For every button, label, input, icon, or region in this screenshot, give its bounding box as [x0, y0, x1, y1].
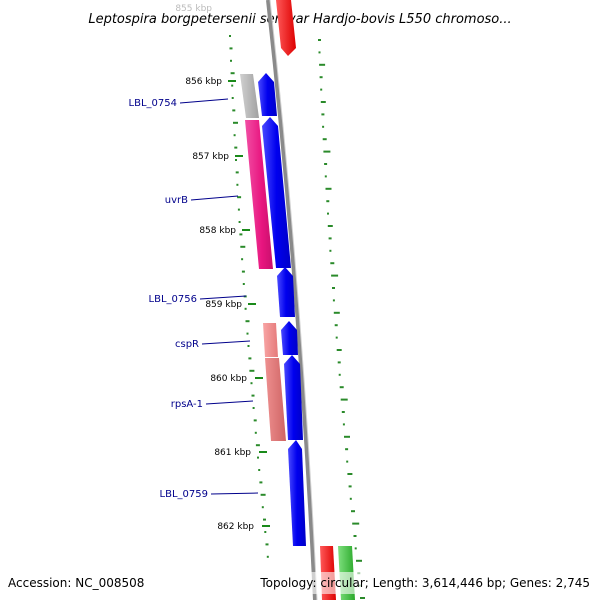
gene-bar-track	[240, 74, 286, 441]
kbp-tick: 858 kbp	[199, 226, 250, 236]
gene-label-rpsa-1[interactable]: rpsA-1	[171, 399, 254, 410]
gene-label-cspr[interactable]: cspR	[175, 339, 251, 350]
kbp-ruler: 855 kbp 856 kbp 857 kbp 858 kbp 859 kbp …	[175, 4, 270, 532]
svg-text:LBL_0754[interactable]: LBL_0754	[129, 98, 177, 109]
kbp-label-faded: 855 kbp	[175, 4, 212, 14]
kbp-tick: 861 kbp	[214, 448, 267, 458]
gc-ticks-outer	[318, 39, 365, 599]
gc-ticks-inner	[229, 35, 269, 558]
chromosome-backbone	[266, 0, 317, 600]
svg-text:uvrB[interactable]: uvrB	[165, 195, 188, 206]
kbp-label: 858 kbp	[199, 226, 236, 236]
svg-text:cspR[interactable]: cspR	[175, 339, 199, 350]
cds-forward-track	[258, 73, 306, 546]
chromosome-backbone-highlight	[269, 0, 318, 600]
kbp-label: 857 kbp	[192, 152, 229, 162]
gene-bar-rpsa-1[interactable]	[265, 358, 286, 441]
kbp-label: 862 kbp	[217, 522, 254, 532]
gene-label-lbl-0756[interactable]: LBL_0756	[149, 294, 247, 305]
gene-label-uvrb[interactable]: uvrB	[165, 195, 239, 206]
kbp-tick: 859 kbp	[205, 300, 256, 310]
svg-text:LBL_0759[interactable]: LBL_0759	[160, 489, 208, 500]
kbp-tick: 862 kbp	[217, 522, 270, 532]
kbp-tick: 860 kbp	[210, 374, 263, 384]
topology-summary: Topology: circular; Length: 3,614,446 bp…	[259, 576, 590, 590]
cds-arrow[interactable]	[284, 355, 303, 440]
kbp-tick: 856 kbp	[185, 77, 236, 87]
cds-arrow[interactable]	[262, 117, 291, 268]
accession-text: Accession: NC_008508	[8, 576, 144, 590]
svg-text:LBL_0756[interactable]: LBL_0756	[149, 294, 197, 305]
kbp-label: 859 kbp	[205, 300, 242, 310]
cds-arrow[interactable]	[258, 73, 277, 116]
gene-bar-uvrb[interactable]	[245, 120, 273, 269]
svg-text:rpsA-1[interactable]: rpsA-1	[171, 399, 203, 410]
footer-backdrop	[256, 572, 600, 594]
cds-arrow[interactable]	[277, 267, 295, 317]
kbp-label: 860 kbp	[210, 374, 247, 384]
gene-labels: LBL_0754 uvrB LBL_0756 cspR rpsA-1 LBL_0…	[129, 98, 259, 500]
cds-arrow[interactable]	[281, 321, 298, 355]
kbp-tick: 857 kbp	[192, 152, 243, 162]
cds-arrow[interactable]	[288, 440, 306, 546]
gene-label-lbl-0754[interactable]: LBL_0754	[129, 98, 229, 109]
top-feature-red[interactable]	[276, 0, 296, 56]
gene-bar-lbl-0754[interactable]	[240, 74, 259, 118]
gene-label-lbl-0759[interactable]: LBL_0759	[160, 489, 259, 500]
map-title: Leptospira borgpetersenii serovar Hardjo…	[88, 12, 511, 27]
gene-bar-cspr[interactable]	[263, 323, 278, 357]
kbp-label: 856 kbp	[185, 77, 222, 87]
kbp-label: 861 kbp	[214, 448, 251, 458]
